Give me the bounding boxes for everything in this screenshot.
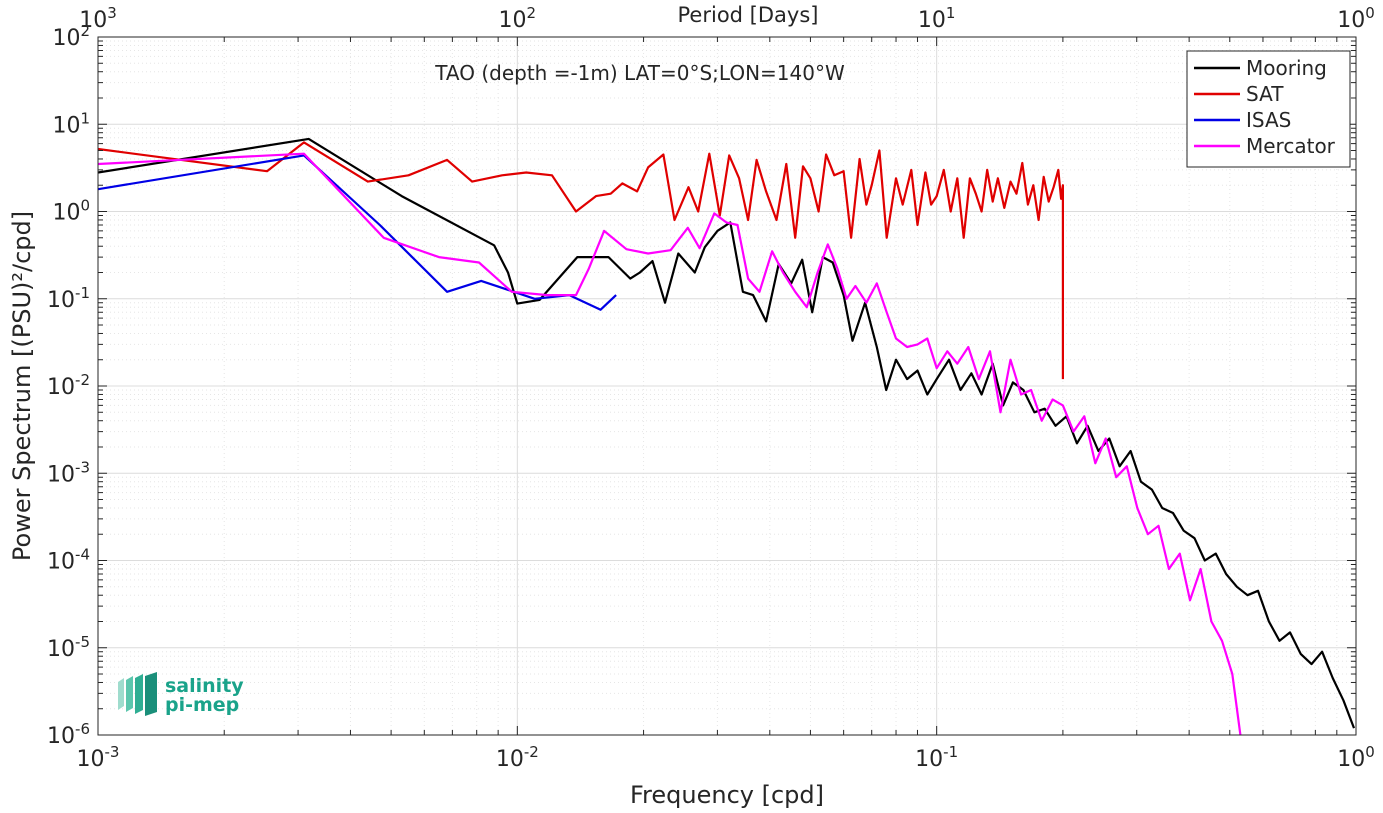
x-axis-label: Frequency [cpd]: [630, 781, 824, 809]
logo-wave-icon-3: [135, 674, 143, 714]
top-tick-label: 103: [79, 4, 117, 33]
top-tick-label: 102: [499, 4, 537, 33]
series-line-mercator: [98, 152, 1242, 735]
logo-wave-icon-2: [126, 676, 133, 712]
series-line-mooring: [98, 137, 1356, 729]
series-line-isas: [98, 154, 617, 311]
series-layer: [98, 137, 1356, 735]
tick-marks: [97, 36, 1357, 736]
x-tick-label: 10-3: [77, 743, 120, 772]
salinity-pi-mep-logo: salinity pi-mep: [118, 672, 244, 716]
x-tick-label: 100: [1337, 743, 1375, 772]
y-tick-label: 10-2: [47, 371, 90, 400]
y-tick-label: 10-3: [47, 458, 90, 487]
series-line-sat: [98, 141, 1064, 380]
logo-text-salinity: salinity: [165, 675, 244, 697]
legend-label-mercator: Mercator: [1246, 134, 1336, 158]
top-axis-label: Period [Days]: [678, 3, 819, 27]
y-tick-label: 10-4: [47, 546, 90, 575]
y-tick-label: 100: [52, 197, 90, 226]
legend-label-sat: SAT: [1246, 82, 1284, 106]
y-tick-label: 101: [52, 109, 90, 138]
logo-text-pimep: pi-mep: [165, 694, 239, 716]
legend-box: [1186, 50, 1351, 168]
x-tick-label: 10-1: [915, 743, 958, 772]
x-tick-label: 10-2: [496, 743, 539, 772]
logo-wave-icon: [118, 678, 124, 710]
top-tick-label: 101: [918, 4, 956, 33]
logo-wave-icon-4: [145, 672, 157, 716]
y-tick-label: 10-1: [47, 284, 90, 313]
y-tick-label: 10-6: [47, 720, 90, 749]
y-tick-label: 10-5: [47, 633, 90, 662]
y-axis-label: Power Spectrum [(PSU)²/cpd]: [8, 211, 36, 561]
y-tick-label: 102: [52, 22, 90, 51]
legend-label-mooring: Mooring: [1246, 56, 1327, 80]
minor-grid: [98, 37, 1356, 735]
legend-label-isas: ISAS: [1246, 108, 1291, 132]
top-tick-label: 100: [1337, 4, 1375, 33]
chart-title: TAO (depth =-1m) LAT=0°S;LON=140°W: [434, 61, 845, 85]
